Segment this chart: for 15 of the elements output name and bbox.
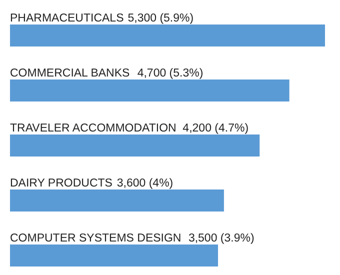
data-label: 3,600 (4%) <box>116 178 174 190</box>
y-tick-label: COMPUTER SYSTEMS DESIGN <box>10 232 182 244</box>
data-label: 5,300 (5.9%) <box>128 12 194 24</box>
y-tick-label: DAIRY PRODUCTS <box>10 178 113 190</box>
data-label: 4,200 (4.7%) <box>182 122 249 134</box>
bar <box>10 24 325 46</box>
bar <box>10 190 224 212</box>
data-label: 4,700 (5.3%) <box>137 68 204 80</box>
data-label: 3,500 (3.9%) <box>188 232 254 244</box>
y-tick-label: PHARMACEUTICALS <box>10 12 124 24</box>
bar <box>10 134 260 156</box>
bar <box>10 244 218 266</box>
y-tick-label: COMMERCIAL BANKS <box>10 68 130 80</box>
y-tick-label: TRAVELER ACCOMMODATION <box>10 122 176 134</box>
bar <box>10 80 290 102</box>
